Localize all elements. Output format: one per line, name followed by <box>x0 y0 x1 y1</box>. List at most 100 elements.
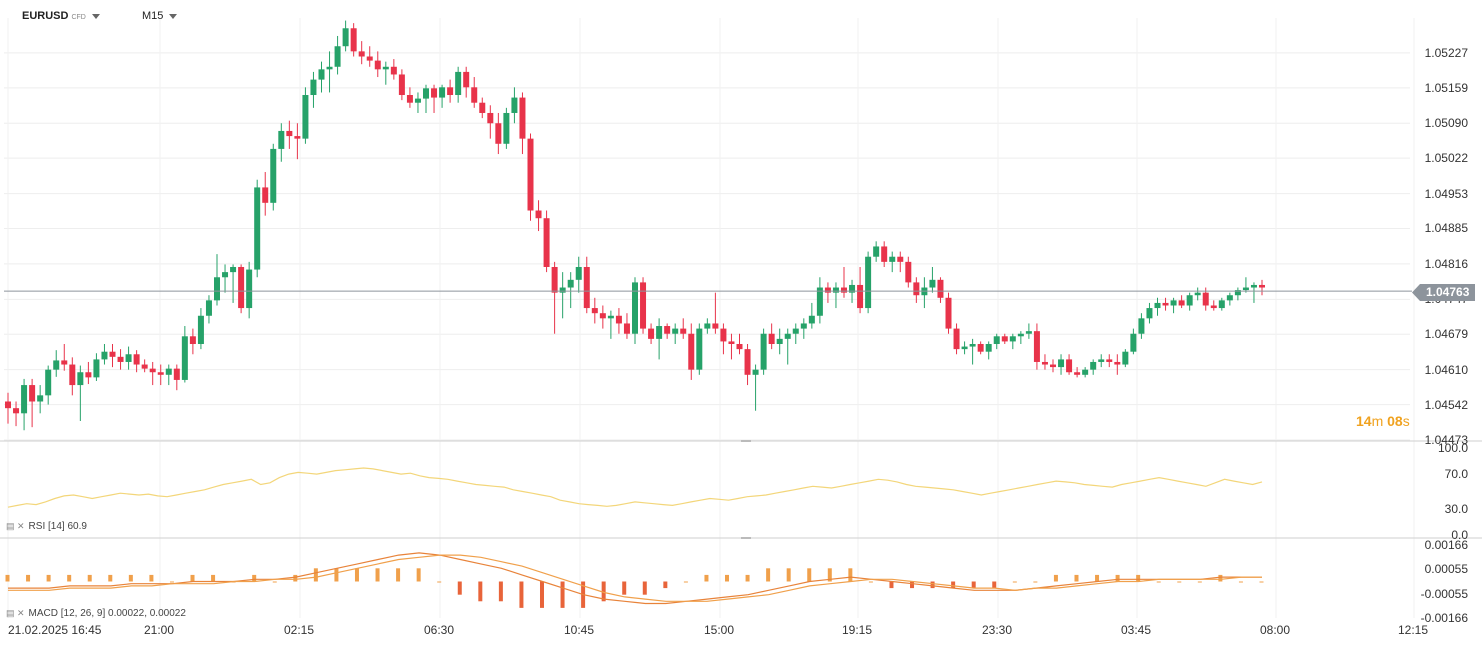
candle <box>133 354 140 365</box>
candle <box>583 266 590 309</box>
candle <box>784 333 791 339</box>
candle <box>37 395 44 402</box>
settings-icon[interactable]: ▤ ✕ <box>6 608 25 618</box>
time-tick-label: 15:00 <box>704 623 735 637</box>
price-tick-label: 1.04473 <box>1424 433 1468 447</box>
macd-histogram-bar <box>1177 581 1182 583</box>
candle <box>591 308 598 314</box>
macd-histogram-bar <box>951 581 956 589</box>
candle <box>455 71 462 96</box>
candle <box>993 336 1000 344</box>
macd-histogram-bar <box>354 568 359 582</box>
price-tick-label: 1.04610 <box>1424 362 1468 377</box>
candle <box>93 359 100 378</box>
time-tick-label: 12:15 <box>1398 623 1429 637</box>
candle <box>881 246 888 262</box>
macd-line <box>8 552 1262 605</box>
macd-histogram-bar <box>293 574 298 582</box>
macd-tick-label: -0.00166 <box>1420 611 1468 625</box>
candle <box>205 300 212 316</box>
price-tick-label: 1.04542 <box>1424 397 1468 412</box>
macd-histogram-bar <box>498 581 503 602</box>
candle <box>439 87 446 98</box>
candle <box>1242 287 1249 291</box>
candle <box>889 256 896 262</box>
time-tick-label: 19:15 <box>842 623 873 637</box>
candle <box>1234 290 1241 296</box>
candle <box>897 256 904 262</box>
macd-histogram-bar <box>1136 574 1141 582</box>
candle <box>977 343 984 352</box>
resize-handle <box>741 440 751 442</box>
candle <box>752 369 759 375</box>
candle <box>1162 302 1169 306</box>
candle <box>246 269 253 309</box>
candle <box>254 187 261 270</box>
candle <box>294 136 301 139</box>
macd-histogram-bar <box>437 581 442 583</box>
macd-histogram-bar <box>992 581 997 589</box>
candle <box>390 66 397 75</box>
price-tick-label: 1.04953 <box>1424 186 1468 201</box>
candle <box>527 138 534 211</box>
time-tick-label: 10:45 <box>564 623 595 637</box>
candle <box>905 261 912 283</box>
candle <box>937 279 944 298</box>
candle <box>640 282 647 329</box>
macd-legend[interactable]: ▤ ✕ MACD [12, 26, 9] 0.00022, 0.00022 <box>6 608 186 619</box>
candle <box>310 79 317 96</box>
symbol-name: EURUSD <box>22 10 69 22</box>
macd-histogram-bar <box>272 581 277 583</box>
candle <box>535 210 542 219</box>
price-tick-label: 1.05159 <box>1424 80 1468 95</box>
macd-tick-label: 0.00055 <box>1424 562 1468 577</box>
candle <box>1130 333 1137 352</box>
candle <box>1122 351 1129 365</box>
candle <box>101 351 108 360</box>
candle <box>495 123 502 144</box>
macd-histogram-bar <box>169 581 174 583</box>
macd-histogram-bar <box>683 581 688 583</box>
macd-value1: 0.00022 <box>108 608 145 619</box>
candle <box>648 328 655 339</box>
candle <box>302 95 309 139</box>
macd-histogram-bar <box>704 574 709 582</box>
candle <box>487 112 494 124</box>
rsi-line <box>7 467 1263 508</box>
rsi-legend[interactable]: ▤ ✕ RSI [14] 60.9 <box>6 521 87 532</box>
interval-selector[interactable]: M15 <box>142 10 178 22</box>
candle <box>832 287 839 293</box>
time-tick-label: 06:30 <box>424 623 455 637</box>
macd-histogram-bar <box>622 581 627 595</box>
candle <box>342 28 349 47</box>
candle <box>109 351 116 357</box>
macd-histogram-bar <box>642 581 647 595</box>
macd-histogram-bar <box>1095 574 1100 582</box>
candle <box>157 372 164 375</box>
macd-value2: 0.00022 <box>149 608 186 619</box>
macd-histogram-bar <box>334 568 339 582</box>
rsi-tick-label: 0.0 <box>1451 528 1468 542</box>
price-tick-label: 1.04679 <box>1424 327 1468 342</box>
macd-histogram-bar <box>1259 581 1264 583</box>
macd-histogram-bar <box>1012 581 1017 583</box>
macd-histogram-bar <box>396 568 401 582</box>
candle <box>222 272 229 278</box>
candle <box>189 336 196 344</box>
candle <box>1226 295 1233 301</box>
candle <box>503 112 510 144</box>
candle <box>1202 292 1209 306</box>
candle <box>278 130 285 149</box>
symbol-selector[interactable]: EURUSD CFD <box>22 10 100 22</box>
candle <box>543 218 550 267</box>
candle <box>1074 372 1081 375</box>
macd-histogram-bar <box>601 581 606 602</box>
macd-histogram-bar <box>87 574 92 582</box>
time-tick-label: 21.02.2025 16:45 <box>8 623 102 637</box>
macd-histogram-bar <box>375 568 380 582</box>
time-tick-label: 23:30 <box>982 623 1013 637</box>
candle <box>1001 336 1008 342</box>
candle <box>286 130 293 137</box>
settings-icon[interactable]: ▤ ✕ <box>6 521 25 531</box>
